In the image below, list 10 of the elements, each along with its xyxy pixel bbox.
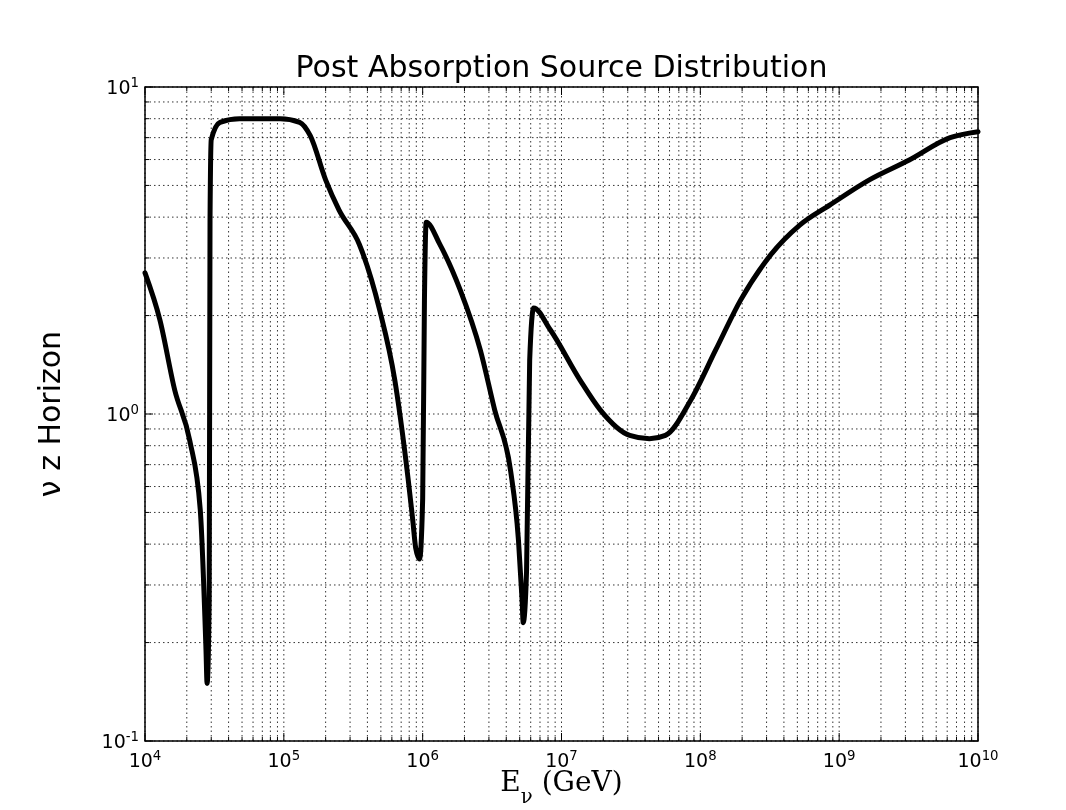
y-axis-title: ν z Horizon: [32, 330, 67, 498]
x-tick-label: 10$^{5}$: [267, 747, 301, 771]
x-tick-label: 10$^{10}$: [957, 747, 999, 771]
x-tick-label: 10$^{8}$: [684, 747, 717, 771]
x-tick-label: 10$^{7}$: [545, 747, 578, 771]
x-tick-label: 10$^{6}$: [406, 747, 439, 771]
y-tick-label: 10$^{1}$: [106, 74, 139, 98]
y-tick-label: 10$^{0}$: [106, 401, 139, 425]
chart-title: Post Absorption Source Distribution: [295, 49, 828, 84]
x-tick-label: 10$^{9}$: [822, 747, 856, 771]
